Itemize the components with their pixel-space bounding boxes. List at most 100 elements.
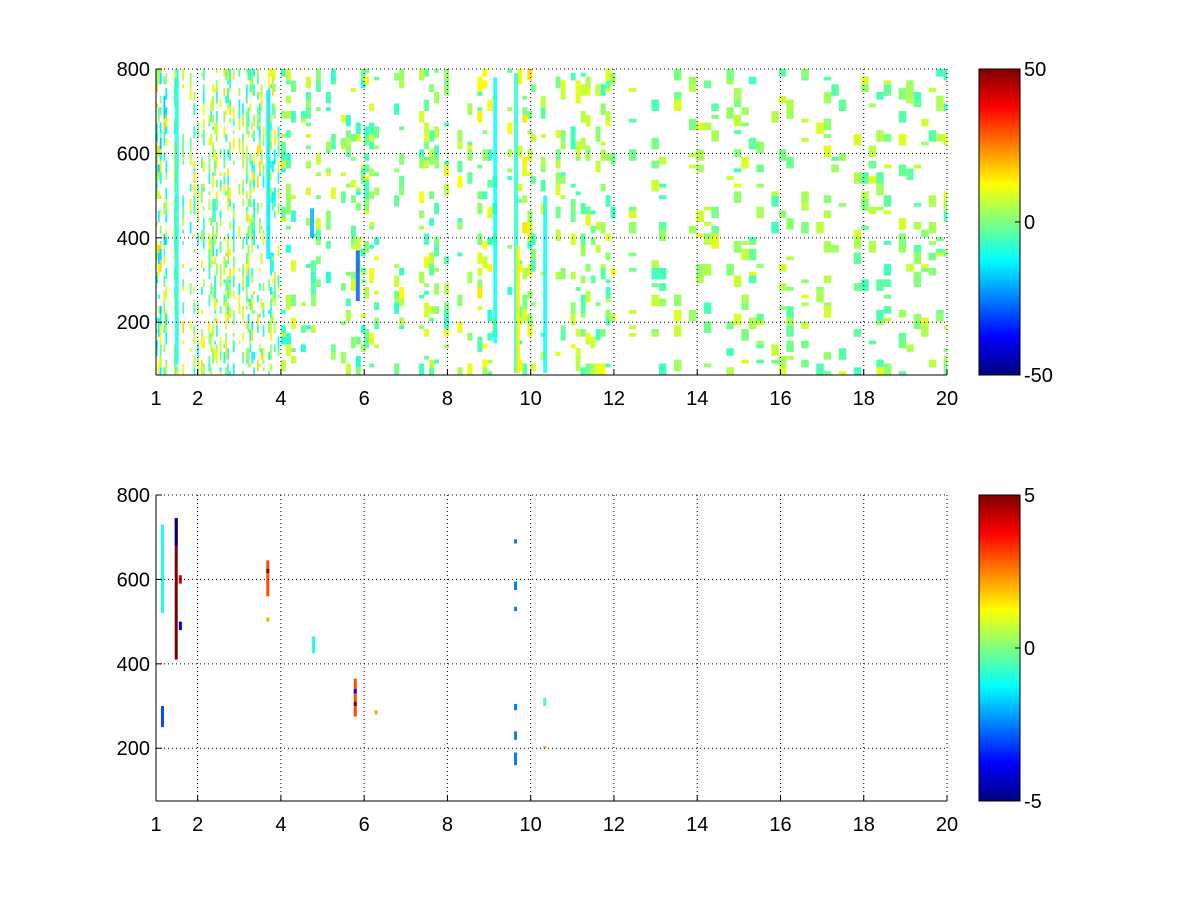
heat-cell — [208, 137, 211, 146]
heat-cell — [215, 156, 218, 169]
heat-cell — [165, 325, 168, 333]
heat-cell — [232, 241, 235, 249]
heat-cell — [227, 233, 230, 238]
heat-cell — [726, 321, 734, 326]
heat-cell — [434, 283, 440, 295]
heat-cell — [688, 76, 697, 85]
heat-cell — [157, 306, 160, 314]
heat-cell — [200, 195, 203, 203]
heat-cell — [595, 222, 601, 230]
heat-cell — [156, 348, 158, 356]
heat-cell — [477, 107, 483, 112]
heat-cell — [861, 225, 869, 230]
heat-cell — [163, 256, 166, 265]
heat-cell — [330, 344, 336, 353]
heat-cell — [157, 176, 160, 180]
heat-cell — [229, 294, 231, 299]
heat-cell — [861, 172, 869, 184]
heat-cell — [202, 134, 205, 146]
heat-cell — [424, 283, 430, 288]
heat-cell — [280, 336, 286, 345]
heat-cell — [159, 72, 162, 85]
heat-cell — [482, 344, 488, 349]
heat-cell — [580, 202, 586, 215]
heat-cell — [245, 271, 248, 276]
heat-cell — [530, 233, 536, 245]
heat-cell — [193, 202, 196, 215]
heat-cell — [280, 309, 286, 314]
heat-cell — [189, 222, 192, 234]
heat-cell — [771, 344, 779, 356]
heat-cell — [399, 153, 405, 165]
heat-cell — [595, 244, 601, 253]
heat-cell — [585, 290, 591, 303]
heat-cell — [823, 76, 832, 81]
heat-cell — [156, 80, 158, 85]
heat-cell — [477, 91, 483, 96]
heat-cell — [868, 241, 877, 253]
heat-cell — [756, 206, 764, 211]
heat-cell — [507, 69, 513, 73]
heat-cell — [214, 233, 216, 245]
heat-cell — [212, 287, 215, 299]
heat-cell — [756, 359, 764, 364]
heat-cell — [208, 260, 211, 268]
heat-cell — [214, 160, 216, 169]
heat-cell — [522, 164, 528, 177]
heat-cell — [585, 76, 591, 89]
heat-cell — [300, 344, 306, 353]
heat-cell — [340, 352, 346, 364]
heat-cell — [223, 260, 226, 265]
heat-cell — [823, 371, 832, 375]
heat-cell — [157, 317, 160, 330]
heat-cell — [232, 363, 235, 375]
heat-cell — [159, 355, 162, 368]
heat-cell — [906, 264, 914, 272]
heat-cell — [200, 329, 203, 337]
heat-cell — [394, 275, 400, 288]
heat-cell — [605, 122, 611, 127]
heat-cell — [245, 149, 248, 161]
heat-cell — [223, 88, 226, 96]
heat-cell — [778, 95, 787, 104]
y-tick-label: 200 — [117, 738, 150, 760]
heat-cell — [527, 210, 533, 222]
heat-cell — [219, 371, 222, 375]
heat-cell — [214, 149, 216, 161]
heat-cell — [943, 191, 947, 200]
heat-cell — [163, 202, 166, 215]
heat-cell — [898, 233, 907, 245]
heat-cell — [585, 363, 591, 375]
heat-cell — [202, 206, 205, 211]
heat-cell — [595, 130, 601, 142]
heat-cell — [165, 210, 168, 215]
heat-cell — [238, 283, 241, 295]
heat-cell — [360, 313, 366, 318]
heat-cell — [156, 275, 158, 284]
heat-cell — [225, 69, 228, 81]
heat-cell — [530, 302, 536, 307]
heat-cell — [778, 367, 787, 375]
heat-cell — [208, 122, 211, 127]
heat-cell — [214, 210, 216, 222]
heat-cell — [527, 69, 533, 81]
heat-cell — [165, 214, 168, 222]
heat-cell — [943, 134, 947, 146]
heat-cell — [651, 267, 659, 280]
heat-cell — [429, 218, 435, 226]
heat-cell — [369, 168, 375, 177]
heat-cell — [225, 191, 228, 196]
heat-cell — [540, 95, 546, 108]
heat-segment — [160, 706, 164, 728]
heat-cell — [157, 164, 160, 173]
heat-cell — [280, 69, 286, 77]
heat-cell — [517, 183, 523, 192]
heat-cell — [210, 290, 213, 295]
heat-cell — [245, 233, 248, 245]
heat-cell — [219, 153, 222, 157]
heat-cell — [223, 256, 226, 261]
heat-cell — [369, 134, 375, 142]
heat-cell — [165, 172, 168, 180]
heat-cell — [232, 69, 235, 81]
heat-cell — [270, 141, 272, 150]
